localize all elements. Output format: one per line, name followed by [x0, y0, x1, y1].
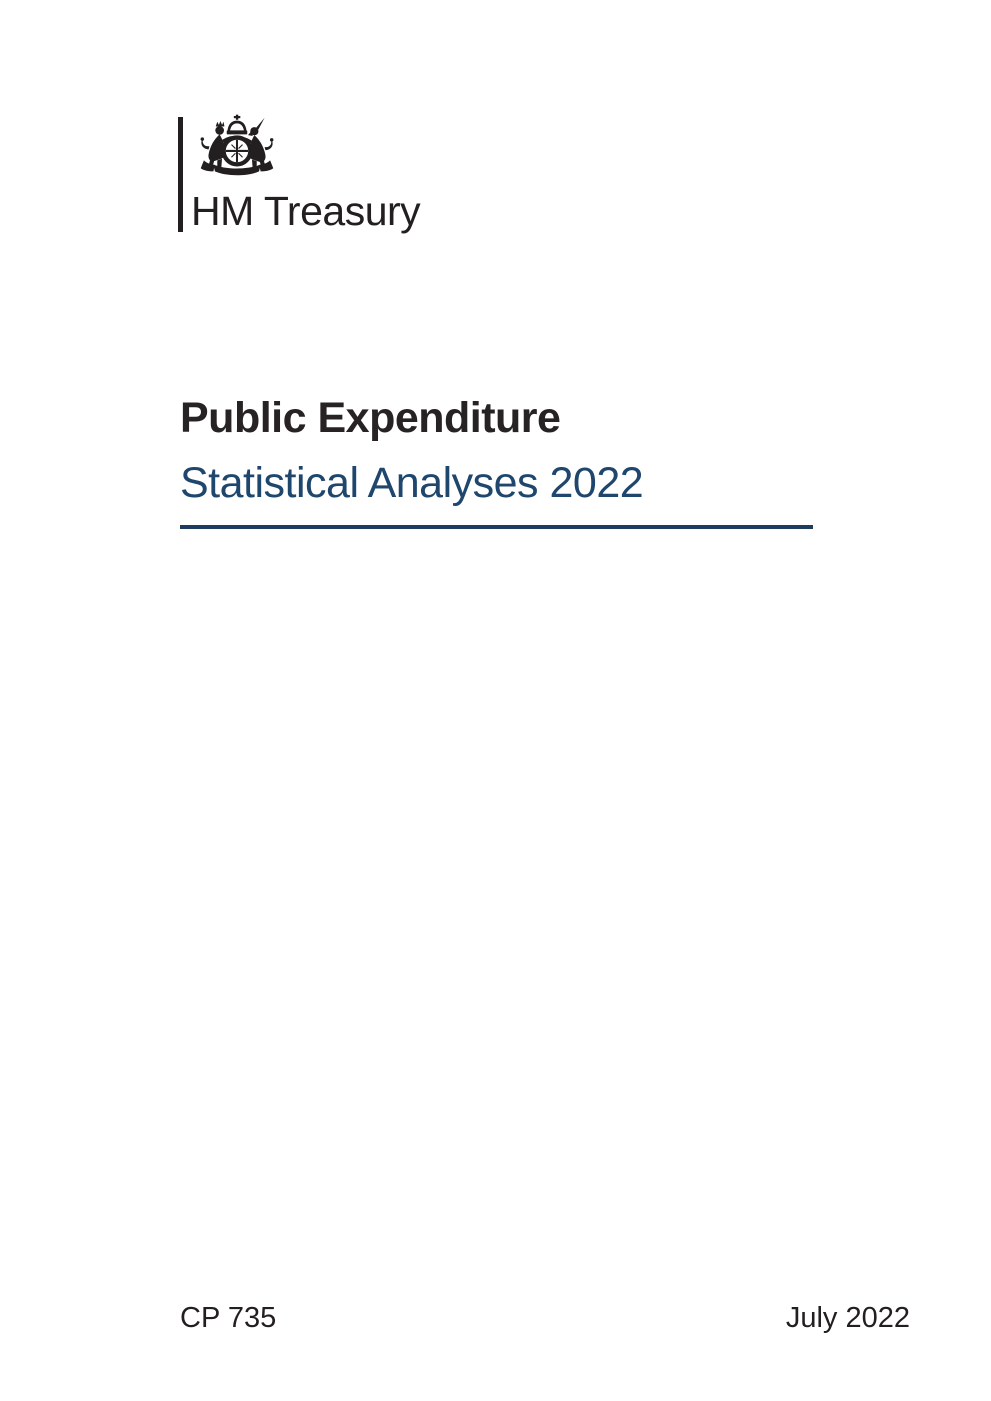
page-title: Public Expenditure: [180, 394, 561, 442]
publication-date: July 2022: [785, 1302, 910, 1334]
logo-vertical-bar: [178, 117, 183, 232]
royal-coat-of-arms-icon: [196, 114, 278, 191]
command-paper-reference: CP 735: [180, 1302, 277, 1334]
logo-wordmark: HM Treasury: [191, 188, 421, 234]
page-subtitle: Statistical Analyses 2022: [180, 459, 644, 508]
title-block: Public Expenditure Statistical Analyses …: [180, 394, 813, 529]
title-rule: [180, 524, 813, 529]
